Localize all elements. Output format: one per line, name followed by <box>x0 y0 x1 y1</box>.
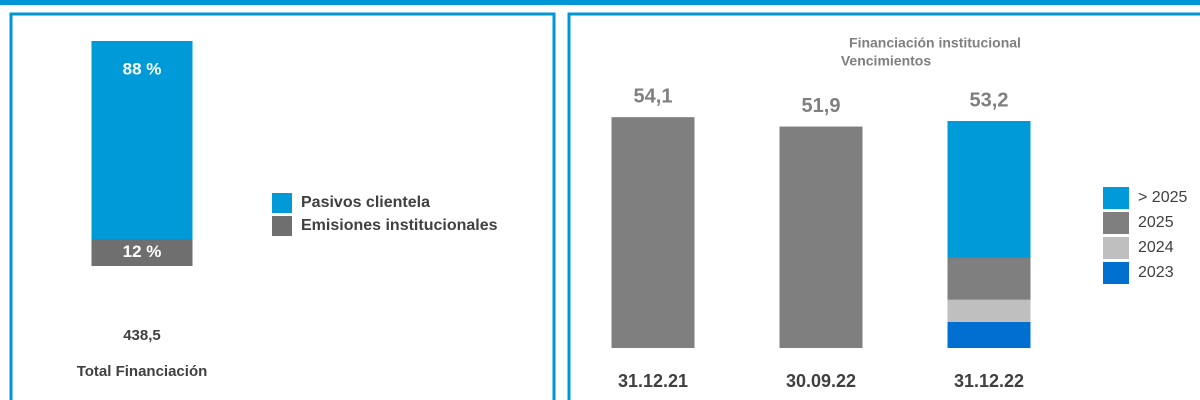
value-label: 12 % <box>123 242 162 261</box>
legend-swatch <box>272 193 292 213</box>
legend-swatch <box>1103 237 1129 259</box>
legend-label: 2023 <box>1138 264 1174 281</box>
bar-segment <box>947 321 1031 348</box>
legend-label: 2025 <box>1138 214 1174 231</box>
bar <box>611 117 695 348</box>
legend-label: > 2025 <box>1138 189 1187 206</box>
x-tick-label: 31.12.21 <box>618 371 688 391</box>
left-panel <box>9 12 556 400</box>
top-border <box>0 0 1200 5</box>
total-label: 53,2 <box>970 89 1009 111</box>
bar <box>779 126 863 348</box>
chart-title: Financiación institucional <box>849 35 1021 51</box>
legend-swatch <box>1103 262 1129 284</box>
right-panel <box>567 12 1200 400</box>
total-label: Total Financiación <box>77 363 208 380</box>
legend-swatch <box>272 216 292 236</box>
value-label: 88 % <box>123 59 162 78</box>
legend-label: 2024 <box>1138 239 1174 256</box>
bar-segment <box>947 257 1031 300</box>
bar-segment <box>91 41 193 239</box>
legend-swatch <box>1103 187 1129 209</box>
bar-segment <box>947 121 1031 258</box>
bar-segment <box>91 239 193 266</box>
legend-swatch <box>1103 212 1129 234</box>
total-value: 438,5 <box>123 327 161 344</box>
legend-label: Emisiones institucionales <box>301 217 498 234</box>
x-tick-label: 31.12.22 <box>954 371 1024 391</box>
total-label: 51,9 <box>802 95 841 117</box>
legend-label: Pasivos clientela <box>301 194 430 211</box>
total-label: 54,1 <box>634 85 673 107</box>
chart-subtitle: Vencimientos <box>841 53 931 69</box>
x-tick-label: 30.09.22 <box>786 371 856 391</box>
bar-segment <box>947 299 1031 322</box>
